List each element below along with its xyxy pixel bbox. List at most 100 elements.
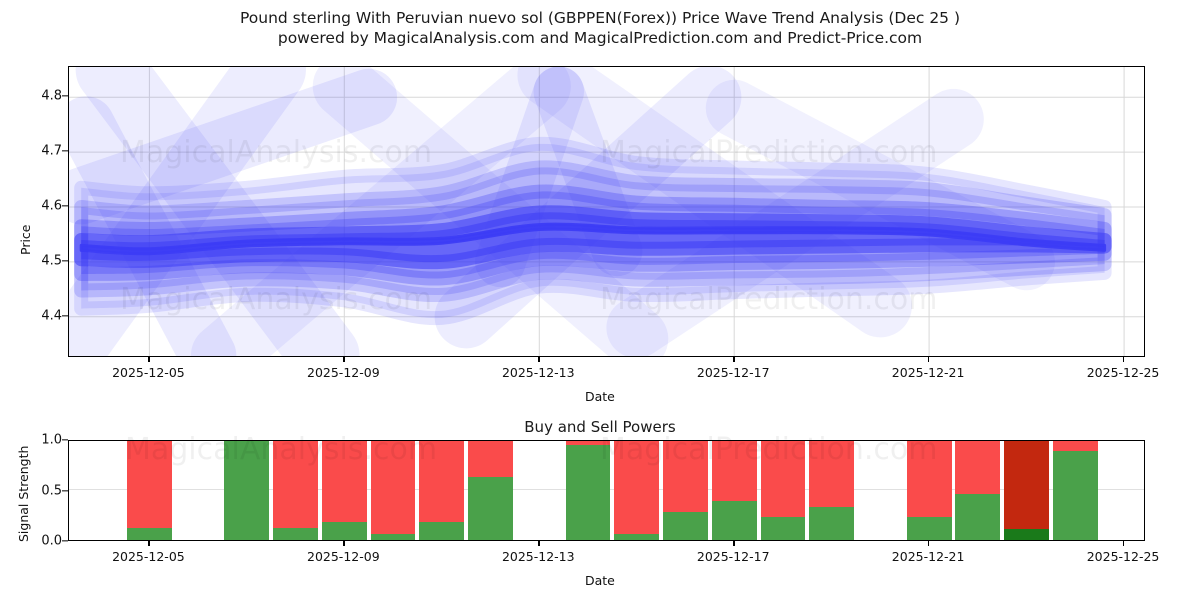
buy-power-segment xyxy=(760,517,806,540)
sell-power-segment xyxy=(419,441,465,523)
price-y-tick-0: 4.4 xyxy=(41,308,62,324)
price-x-tick-mark-4 xyxy=(928,357,930,362)
price-wave-diagonal-2 xyxy=(69,68,398,225)
price-wave-diagonal-1 xyxy=(75,67,360,356)
sell-power-segment xyxy=(565,441,611,446)
sell-power-segment xyxy=(321,441,367,523)
signal-bar[interactable] xyxy=(1052,441,1098,540)
price-wave-diagonal-5 xyxy=(434,67,742,349)
price-y-tick-4: 4.8 xyxy=(41,88,62,104)
price-x-tick-1: 2025-12-09 xyxy=(307,365,380,380)
signal-bar[interactable] xyxy=(955,441,1001,540)
signal-x-tick-3: 2025-12-17 xyxy=(696,549,770,564)
buy-power-segment xyxy=(126,528,172,540)
sell-power-segment xyxy=(663,441,708,513)
signal-bar[interactable] xyxy=(419,441,465,540)
signal-bar[interactable] xyxy=(126,441,172,540)
price-x-tick-mark-2 xyxy=(538,357,540,362)
price-wave-diagonal-6 xyxy=(517,67,912,338)
sell-power-segment xyxy=(370,441,416,535)
signal-bar[interactable] xyxy=(1004,441,1049,540)
signal-bar[interactable] xyxy=(565,441,611,540)
price-x-tick-mark-0 xyxy=(148,357,150,362)
signal-bar[interactable] xyxy=(468,441,513,540)
signal-y-tick-1: 0.5 xyxy=(41,483,62,498)
sell-power-segment xyxy=(955,441,1001,494)
sell-power-segment xyxy=(809,441,855,508)
price-y-tick-mark-1 xyxy=(62,260,68,262)
buy-power-segment xyxy=(370,534,416,540)
title-line-2: powered by MagicalAnalysis.com and Magic… xyxy=(277,29,923,47)
signal-x-tick-4: 2025-12-21 xyxy=(891,549,965,564)
signal-x-tick-mark-1 xyxy=(343,541,345,546)
buy-sell-powers-plot-area xyxy=(68,440,1145,541)
signal-bar[interactable] xyxy=(711,441,757,540)
buy-power-segment xyxy=(419,522,465,540)
buy-power-segment xyxy=(224,441,270,540)
sell-power-segment xyxy=(614,441,660,534)
price-y-axis-label: Price xyxy=(18,224,33,256)
price-wave-diagonal-0 xyxy=(69,67,306,356)
signal-x-tick-mark-2 xyxy=(538,541,540,546)
price-x-tick-4: 2025-12-21 xyxy=(891,365,965,380)
sell-power-segment xyxy=(468,441,513,478)
signal-bar[interactable] xyxy=(321,441,367,540)
price-wave-diagonal-4 xyxy=(312,67,669,356)
price-y-tick-3: 4.7 xyxy=(41,143,62,159)
buy-power-segment xyxy=(809,507,855,540)
signal-bar[interactable] xyxy=(224,441,270,540)
signal-bar[interactable] xyxy=(906,441,952,540)
sell-power-segment xyxy=(906,441,952,518)
signal-x-tick-mark-3 xyxy=(733,541,735,546)
buy-power-segment xyxy=(663,512,708,540)
page-title: Pound sterling With Peruvian nuevo sol (… xyxy=(0,8,1200,48)
price-y-tick-mark-3 xyxy=(62,150,68,152)
signal-y-tick-2: 1.0 xyxy=(41,432,62,448)
signal-bar[interactable] xyxy=(273,441,319,540)
price-y-tick-1: 4.5 xyxy=(41,253,62,269)
signal-y-tick-mark-2 xyxy=(62,439,68,441)
price-y-tick-mark-0 xyxy=(62,315,68,317)
price-band-center-line xyxy=(79,222,1107,256)
signal-y-tick-0: 0.0 xyxy=(41,533,62,549)
signal-x-tick-5: 2025-12-25 xyxy=(1086,549,1160,564)
sell-power-segment xyxy=(760,441,806,518)
buy-power-segment xyxy=(1052,451,1098,540)
price-x-tick-mark-3 xyxy=(733,357,735,362)
buy-power-segment xyxy=(1004,528,1049,540)
signal-x-axis-label: Date xyxy=(585,573,615,588)
buy-power-segment xyxy=(711,501,757,540)
signal-x-tick-mark-0 xyxy=(148,541,150,546)
price-x-tick-mark-5 xyxy=(1123,357,1125,362)
buy-power-segment xyxy=(614,533,660,540)
sell-power-segment xyxy=(273,441,319,529)
buy-power-segment xyxy=(468,477,513,540)
price-x-axis-label: Date xyxy=(585,389,615,404)
signal-bar[interactable] xyxy=(760,441,806,540)
price-x-tick-mark-1 xyxy=(343,357,345,362)
price-y-tick-2: 4.6 xyxy=(41,198,62,214)
title-line-1: Pound sterling With Peruvian nuevo sol (… xyxy=(239,9,961,27)
buy-power-segment xyxy=(906,517,952,540)
price-x-tick-3: 2025-12-17 xyxy=(696,365,770,380)
signal-bar[interactable] xyxy=(809,441,855,540)
sell-power-segment xyxy=(1052,441,1098,452)
signal-x-tick-2: 2025-12-13 xyxy=(501,549,575,564)
signal-bar[interactable] xyxy=(370,441,416,540)
signal-x-tick-0: 2025-12-05 xyxy=(112,549,185,564)
price-y-tick-mark-2 xyxy=(62,205,68,207)
buy-power-segment xyxy=(273,528,319,540)
price-y-tick-mark-4 xyxy=(62,95,68,97)
signal-chart-title: Buy and Sell Powers xyxy=(524,418,676,436)
signal-x-tick-1: 2025-12-09 xyxy=(307,549,380,564)
buy-power-segment xyxy=(321,522,367,540)
signal-x-tick-mark-5 xyxy=(1123,541,1125,546)
signal-bar[interactable] xyxy=(614,441,660,540)
signal-bar[interactable] xyxy=(663,441,708,540)
price-wave-svg xyxy=(69,67,1144,356)
sell-power-segment xyxy=(711,441,757,502)
signal-y-tick-mark-1 xyxy=(62,489,68,492)
price-x-tick-0: 2025-12-05 xyxy=(112,365,185,380)
sell-power-segment xyxy=(126,441,172,529)
